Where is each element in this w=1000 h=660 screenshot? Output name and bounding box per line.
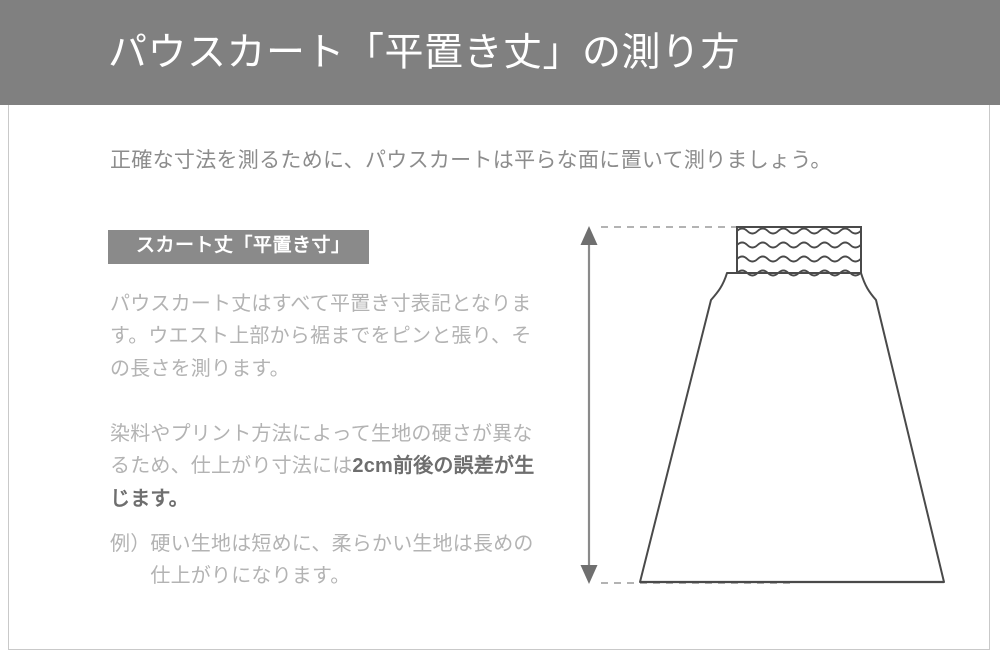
section-badge: スカート丈「平置き寸」 [108, 230, 369, 264]
waistband-outline [736, 226, 862, 274]
waistband-shirring-line-3 [736, 255, 862, 263]
waistband-shirring-line-2 [736, 241, 862, 249]
tolerance-note-lead: 染料やプリント方法によって生地の硬さが異なるため、仕上がり寸法には [110, 423, 533, 478]
waistband-shirring-line-4 [736, 269, 862, 277]
paragraph-example: 例） 硬い生地は短めに、柔らかい生地は長めの仕上がりになります。 [110, 528, 550, 593]
skirt-diagram [565, 210, 985, 610]
subtitle-text: 正確な寸法を測るために、パウスカートは平らな面に置いて測りましょう。 [110, 149, 832, 172]
paragraph-tolerance-note: 染料やプリント方法によって生地の硬さが異なるため、仕上がり寸法には2cm前後の誤… [110, 418, 540, 515]
example-text: 硬い生地は短めに、柔らかい生地は長めの仕上がりになります。 [150, 533, 534, 588]
example-marker: 例） [110, 533, 151, 555]
skirt-body [639, 272, 945, 583]
header-bar: パウスカート「平置き丈」の測り方 [0, 0, 1000, 105]
measurement-arrow [580, 226, 598, 584]
waistband-shirring-line-1 [736, 227, 862, 235]
tolerance-note-emphasis: 2cm前後の誤差が生じます。 [110, 455, 535, 510]
paragraph-measurement-method: パウスカート丈はすべて平置き寸表記となります。ウエスト上部から裾までをピンと張り… [110, 293, 532, 380]
skirt-diagram-svg [580, 226, 945, 584]
waistband [736, 226, 862, 277]
page-title: パウスカート「平置き丈」の測り方 [108, 31, 741, 74]
measurement-arrow-head-top [580, 226, 598, 245]
measurement-arrow-head-bottom [580, 565, 598, 584]
